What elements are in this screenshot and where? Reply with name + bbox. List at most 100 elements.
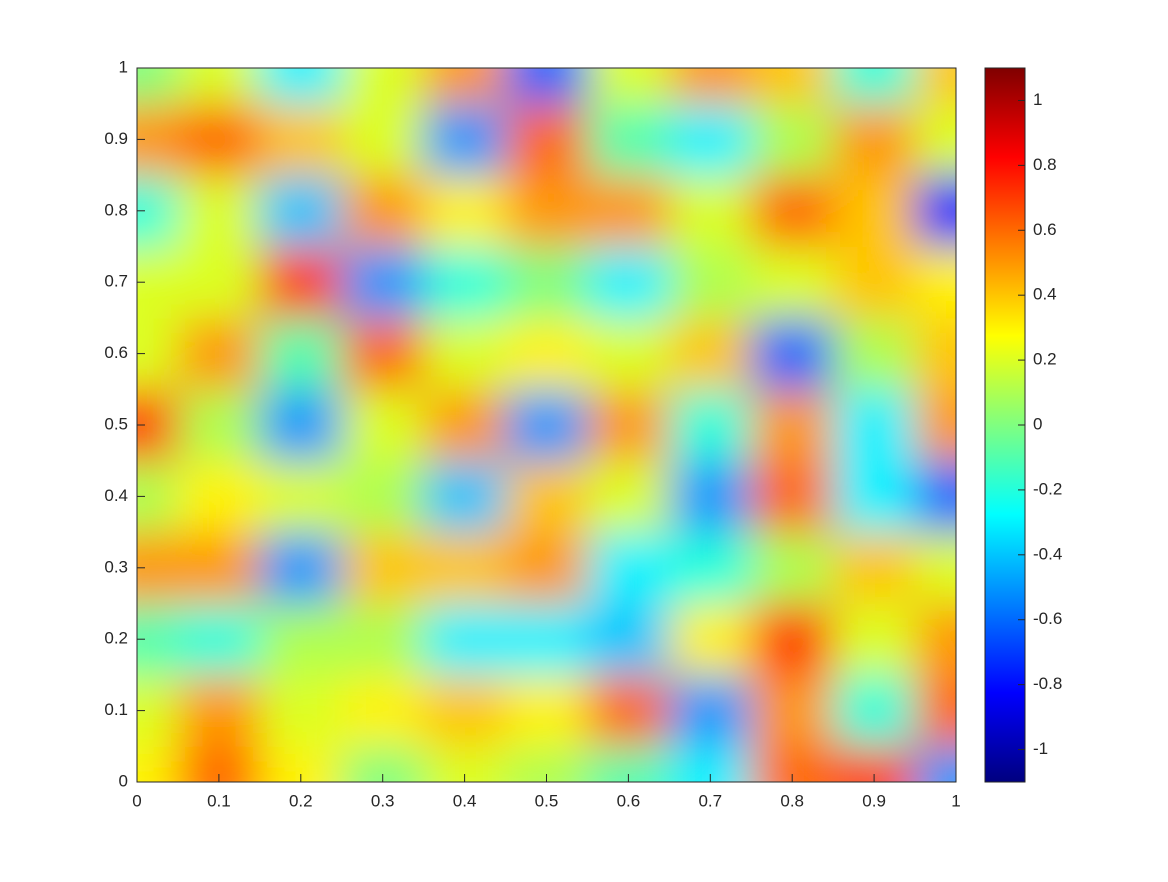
field-cell xyxy=(505,532,588,604)
x-tick-label: 0.2 xyxy=(289,791,313,810)
field-cell xyxy=(669,175,752,247)
field-cell xyxy=(259,460,343,533)
field-cell xyxy=(505,317,588,390)
field-cell xyxy=(833,175,916,247)
colorbar-tick-label: -0.2 xyxy=(1033,479,1062,498)
field-cell xyxy=(177,460,261,533)
field-cell xyxy=(587,68,670,105)
field-cell xyxy=(341,68,425,105)
field-cell xyxy=(751,246,834,319)
field-cell xyxy=(751,603,834,676)
field-cell xyxy=(915,175,956,247)
field-cell xyxy=(423,389,507,462)
field-cell xyxy=(751,532,834,604)
field-cell xyxy=(915,532,956,604)
x-tick-label: 0.8 xyxy=(780,791,804,810)
field-cell xyxy=(259,532,343,604)
field-clip xyxy=(137,68,956,782)
field-cell xyxy=(505,68,588,105)
field-cell xyxy=(423,674,507,747)
colorbar-tick-label: -1 xyxy=(1033,739,1048,758)
field-cell xyxy=(915,246,956,319)
field-cell xyxy=(587,246,670,319)
x-tick-label: 0.5 xyxy=(535,791,559,810)
field-cell xyxy=(833,68,916,105)
field-cell xyxy=(833,460,916,533)
field-cell xyxy=(259,246,343,319)
field-cell xyxy=(177,389,261,462)
field-cell xyxy=(669,532,752,604)
field-cell xyxy=(833,389,916,462)
field-cell xyxy=(423,246,507,319)
field-cell xyxy=(587,603,670,676)
field-cell xyxy=(259,389,343,462)
field-cell xyxy=(751,103,834,176)
field-cell xyxy=(341,603,425,676)
x-tick-label: 1 xyxy=(951,791,960,810)
field-cell xyxy=(341,246,425,319)
x-tick-label: 0.1 xyxy=(207,791,231,810)
field-cell xyxy=(915,603,956,676)
field-cell xyxy=(915,317,956,390)
field-cell xyxy=(423,103,507,176)
field-cell xyxy=(177,103,261,176)
y-tick-label: 1 xyxy=(119,57,128,76)
field-cell xyxy=(915,103,956,176)
field-cell xyxy=(137,746,179,782)
field-cell xyxy=(259,674,343,747)
field-cell xyxy=(587,175,670,247)
field-cell xyxy=(751,317,834,390)
x-tick-label: 0.7 xyxy=(698,791,722,810)
field-cell xyxy=(137,68,179,105)
x-tick-label: 0.4 xyxy=(453,791,477,810)
field-cell xyxy=(915,746,956,782)
field-cell xyxy=(423,532,507,604)
y-tick-label: 0.3 xyxy=(104,557,128,576)
field-cell xyxy=(751,674,834,747)
field-cell xyxy=(423,317,507,390)
field-cell xyxy=(669,103,752,176)
field-cell xyxy=(177,603,261,676)
field-cell xyxy=(669,674,752,747)
field-cell xyxy=(751,389,834,462)
field-cell xyxy=(259,317,343,390)
field-cell xyxy=(423,603,507,676)
y-tick-label: 0.9 xyxy=(104,129,128,148)
x-tick-label: 0.9 xyxy=(862,791,886,810)
field-cell xyxy=(177,68,261,105)
field-cell xyxy=(587,317,670,390)
field-cell xyxy=(341,389,425,462)
field-cell xyxy=(341,532,425,604)
field-cell xyxy=(669,603,752,676)
field-cell xyxy=(505,603,588,676)
field-cell xyxy=(587,389,670,462)
field-cell xyxy=(259,603,343,676)
field-cell xyxy=(341,460,425,533)
field-cell xyxy=(915,674,956,747)
y-tick-label: 0.1 xyxy=(104,700,128,719)
field-cell xyxy=(833,246,916,319)
field-cell xyxy=(259,103,343,176)
field-cell xyxy=(833,674,916,747)
y-tick-label: 0.7 xyxy=(104,272,128,291)
y-tick-label: 0.4 xyxy=(104,486,128,505)
field-cell xyxy=(587,460,670,533)
colorbar-tick-label: 0.4 xyxy=(1033,285,1057,304)
field-cell xyxy=(833,317,916,390)
field-cell xyxy=(177,532,261,604)
field-cell xyxy=(505,674,588,747)
x-tick-label: 0.3 xyxy=(371,791,395,810)
colorbar-tick-label: 0.8 xyxy=(1033,155,1057,174)
field-cell xyxy=(505,175,588,247)
field-cell xyxy=(587,674,670,747)
field-cell xyxy=(259,68,343,105)
field-cell xyxy=(423,68,507,105)
field xyxy=(137,68,956,782)
y-tick-label: 0.5 xyxy=(104,414,128,433)
field-cell xyxy=(751,460,834,533)
y-tick-label: 0.6 xyxy=(104,343,128,362)
field-cell xyxy=(915,460,956,533)
colorbar-tick-label: 0.6 xyxy=(1033,220,1057,239)
y-tick-label: 0.2 xyxy=(104,629,128,648)
